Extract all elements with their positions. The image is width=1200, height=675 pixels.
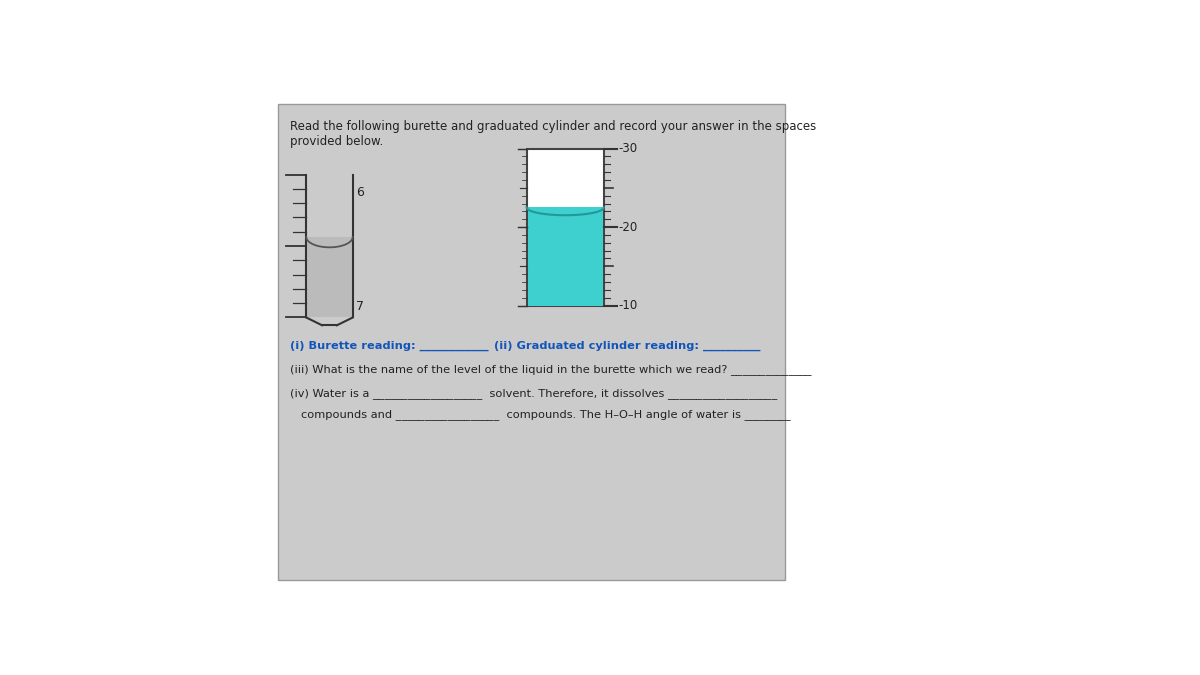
Text: (iv) Water is a ___________________  solvent. Therefore, it dissolves __________: (iv) Water is a ___________________ solv… [289, 387, 776, 398]
Text: Read the following burette and graduated cylinder and record your answer in the : Read the following burette and graduated… [289, 120, 816, 148]
Text: (i) Burette reading: ____________: (i) Burette reading: ____________ [289, 341, 488, 351]
Text: (ii) Graduated cylinder reading: __________: (ii) Graduated cylinder reading: _______… [494, 341, 761, 351]
Bar [527, 148, 604, 306]
Text: compounds and __________________  compounds. The H–O–H angle of water is _______: compounds and __________________ compoun… [301, 410, 791, 421]
Text: 7: 7 [356, 300, 365, 313]
Text: 6: 6 [356, 186, 365, 199]
Text: -10: -10 [619, 299, 638, 312]
Text: -30: -30 [619, 142, 638, 155]
Bar [528, 207, 602, 306]
Bar [278, 105, 785, 580]
Text: (iii) What is the name of the level of the liquid in the burette which we read? : (iii) What is the name of the level of t… [289, 364, 811, 375]
Text: -20: -20 [619, 221, 638, 234]
Bar [306, 237, 353, 317]
